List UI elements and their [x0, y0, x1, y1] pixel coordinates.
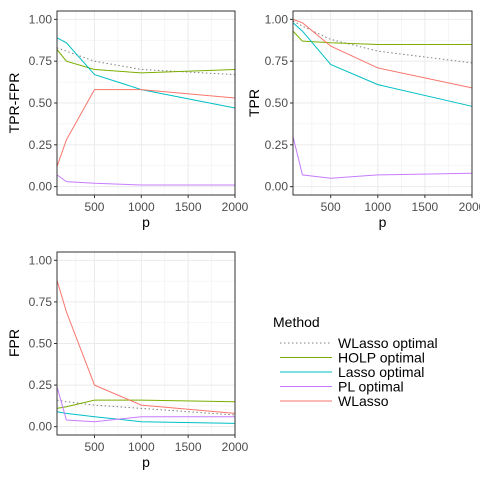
x-axis-title: p [379, 214, 387, 230]
y-tick-label: 0.25 [29, 378, 53, 392]
x-tick-label: 1500 [175, 440, 202, 454]
series-line-wlasso [56, 280, 236, 414]
panel-tpr: 0.00 0.25 0.50 0.75 1.00 500 1000 1500 2000 p TPR [246, 10, 480, 230]
series-line-wlasso-optimal [56, 399, 236, 416]
series-line-pl-optimal [292, 136, 473, 179]
legend-label-pl-optimal: PL optimal [338, 379, 404, 395]
x-axis-title: p [142, 454, 150, 470]
series-line-pl-optimal [56, 174, 235, 186]
y-tick-label: 0.25 [265, 138, 289, 152]
series-line-holp-optimal [56, 49, 236, 74]
y-axis-title: TPR-FPR [6, 73, 22, 134]
x-tick-label: 500 [321, 200, 341, 214]
panel-tpr-fpr: 0.00 0.25 0.50 0.75 1.00 500 1000 1500 2000 p TPR-… [6, 10, 249, 230]
y-tick-label: 0.50 [29, 337, 53, 351]
y-axis-title: TPR [246, 89, 262, 117]
y-tick-label: 1.00 [29, 253, 53, 267]
y-tick-label: 0.75 [29, 295, 53, 309]
series-line-pl-optimal [56, 386, 235, 423]
series-line-wlasso [292, 18, 473, 89]
series-line-lasso-optimal [56, 37, 236, 109]
y-tick-label: 0.50 [29, 96, 53, 110]
y-tick-label: 0.75 [265, 54, 289, 68]
y-tick-label: 1.00 [265, 12, 289, 26]
legend-label-lasso-optimal: Lasso optimal [338, 364, 424, 380]
x-tick-label: 1500 [175, 200, 202, 214]
x-tick-label: 2000 [222, 200, 249, 214]
y-tick-label: 0.00 [29, 420, 53, 434]
x-tick-label: 1500 [412, 200, 439, 214]
legend-label-wlasso: WLasso [338, 393, 389, 409]
series-line-lasso-optimal [56, 411, 236, 424]
x-tick-label: 500 [84, 200, 104, 214]
series-line-wlasso [56, 89, 236, 167]
legend-label-wlasso-optimal: WLasso optimal [338, 335, 438, 351]
y-tick-label: 0.25 [29, 138, 53, 152]
y-tick-label: 0.00 [29, 180, 53, 194]
y-tick-label: 0.00 [265, 180, 289, 194]
x-axis-title: p [142, 214, 150, 230]
x-tick-label: 1000 [364, 200, 391, 214]
y-tick-label: 0.75 [29, 54, 53, 68]
legend-label-holp-optimal: HOLP optimal [338, 350, 425, 366]
series-line-holp-optimal [292, 30, 472, 45]
series-line-lasso-optimal [292, 22, 473, 107]
x-tick-label: 1000 [128, 200, 155, 214]
x-tick-label: 1000 [128, 440, 155, 454]
legend-title: Method [273, 314, 320, 330]
x-tick-label: 500 [84, 440, 104, 454]
y-tick-label: 0.50 [265, 96, 289, 110]
x-tick-label: 2000 [222, 440, 249, 454]
y-axis-title: FPR [6, 329, 22, 357]
x-tick-label: 2000 [459, 200, 480, 214]
y-tick-label: 1.00 [29, 12, 53, 26]
panel-fpr: 0.00 0.25 0.50 0.75 1.00 500 1000 1500 2000 p FPR [6, 251, 249, 470]
